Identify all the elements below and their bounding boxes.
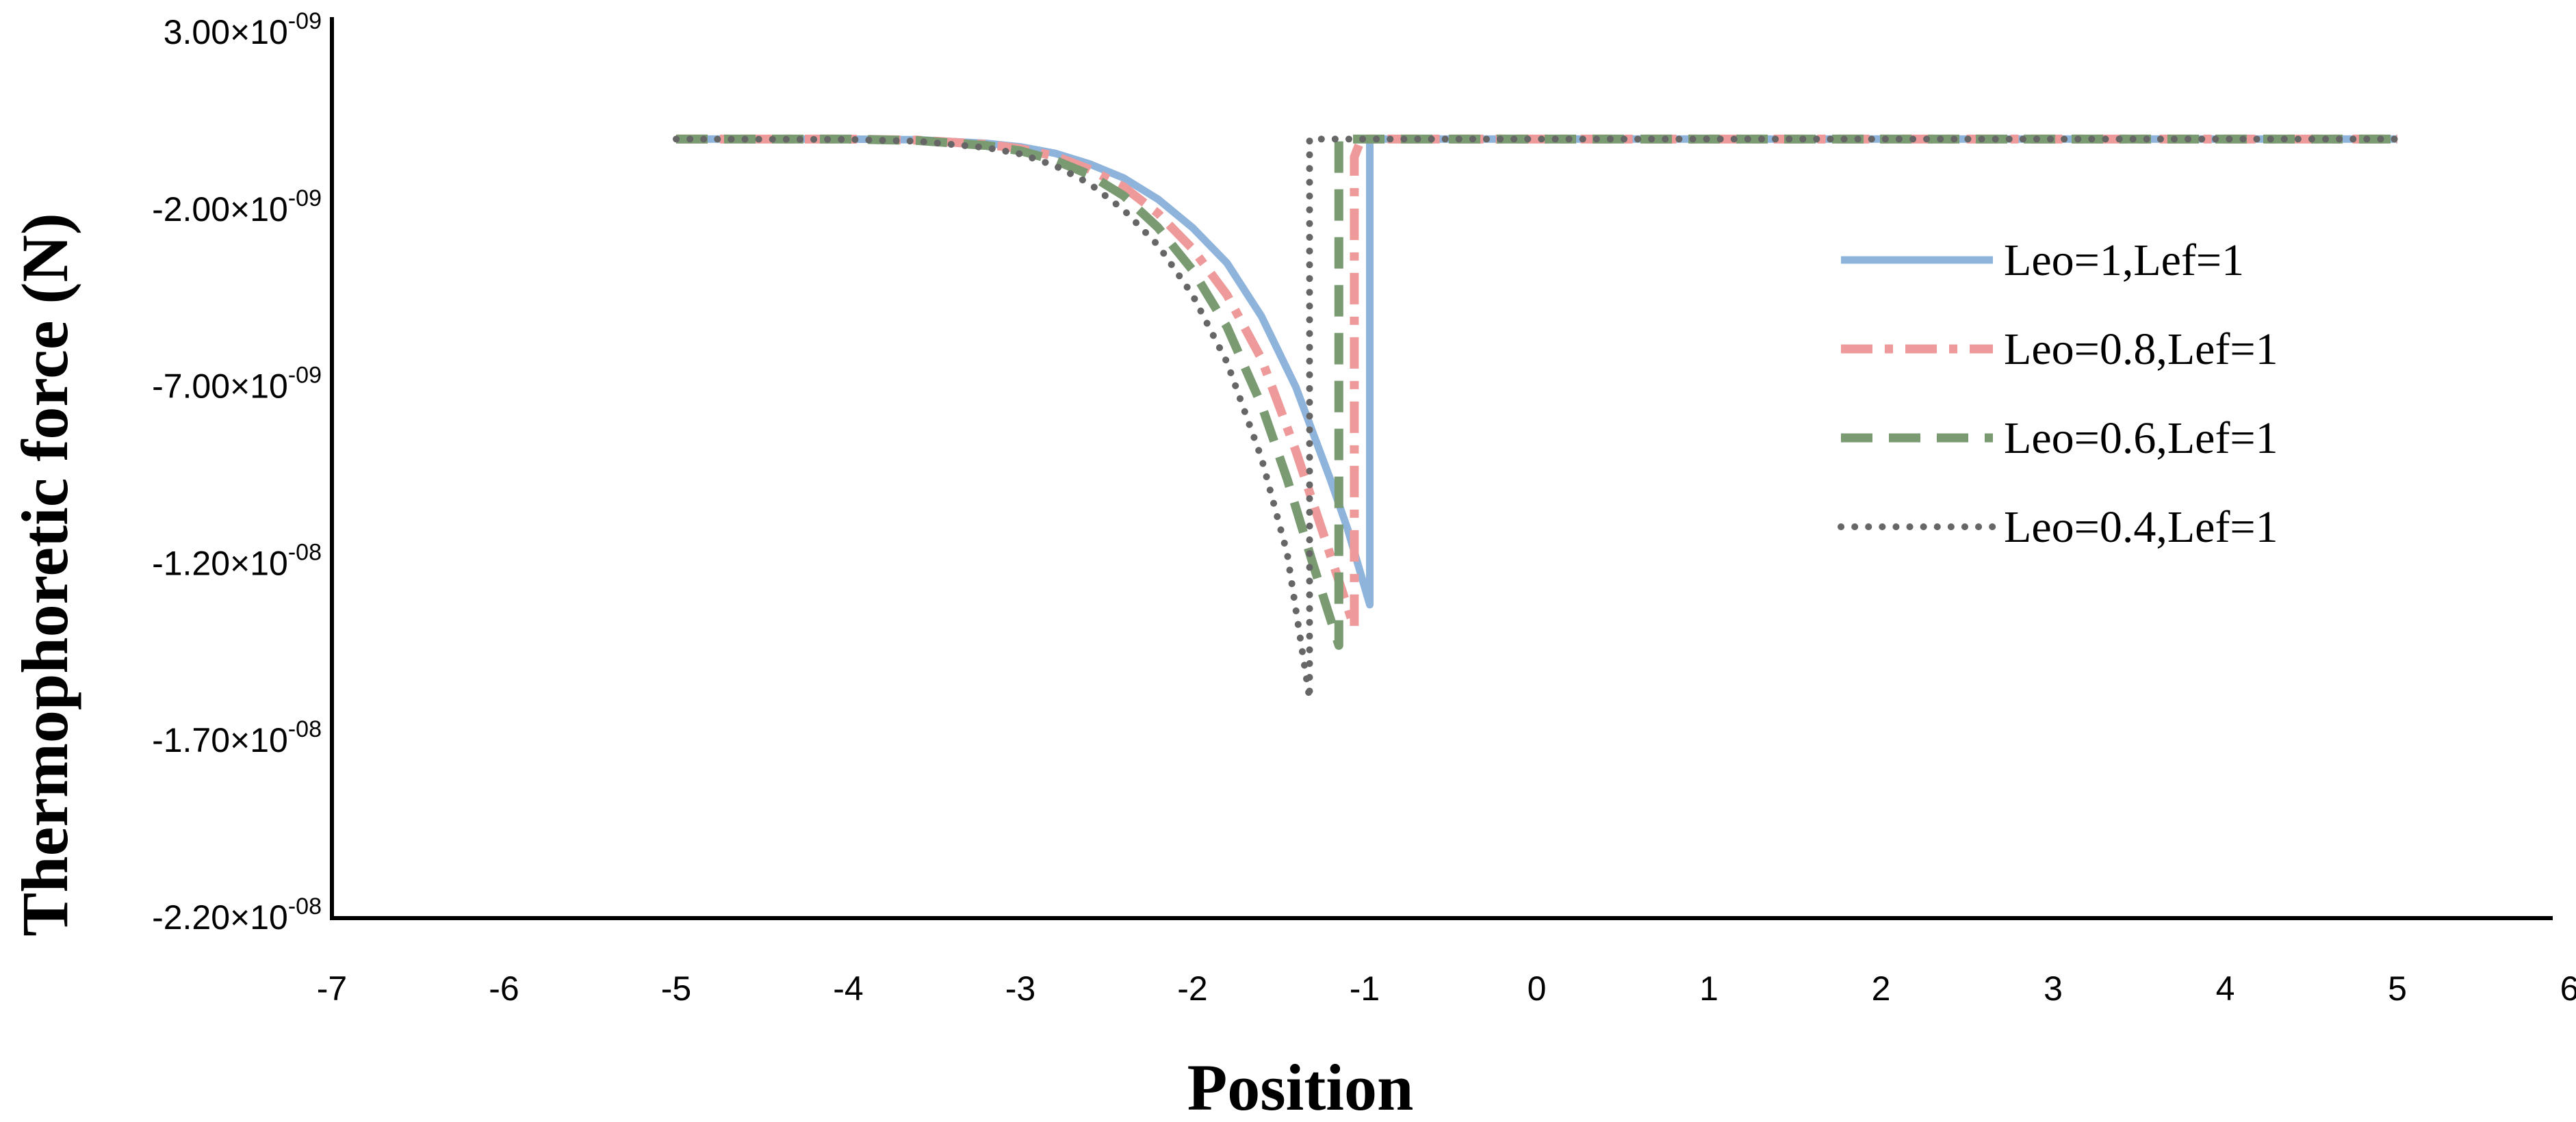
x-tick-label: -5	[661, 969, 691, 1008]
legend-label-3: Leo=0.6,Lef=1	[2004, 413, 2278, 463]
series-line-3	[676, 134, 2397, 650]
x-tick-label: 2	[1872, 969, 1891, 1008]
series-line-4	[673, 135, 2401, 703]
x-ticks: -7 -6 -5 -4 -3 -2 -1 0 1 2 3 4 5 6	[317, 969, 2576, 1008]
y-ticks: 3.00×10-09 -2.00×10-09 -7.00×10-09 -1.20×10…	[152, 8, 322, 937]
x-axis-title: Position	[1187, 1051, 1414, 1122]
x-tick-label: 4	[2216, 969, 2235, 1008]
axes	[330, 17, 2553, 920]
y-tick-label: 3.00×10-09	[164, 8, 322, 51]
x-tick-label: -4	[833, 969, 863, 1008]
x-tick-label: 1	[1699, 969, 1718, 1008]
x-tick-label: 3	[2044, 969, 2063, 1008]
x-tick-label: -6	[489, 969, 519, 1008]
x-tick-label: 0	[1528, 969, 1547, 1008]
x-tick-label: -7	[317, 969, 347, 1008]
y-tick-label: -7.00×10-09	[152, 363, 322, 406]
series-line-2	[676, 134, 2397, 633]
y-tick-label: -1.70×10-08	[152, 716, 322, 759]
x-tick-label: -2	[1177, 969, 1207, 1008]
series-layer	[673, 134, 2401, 703]
legend-label-4: Leo=0.4,Lef=1	[2004, 502, 2278, 552]
legend-label-2: Leo=0.8,Lef=1	[2004, 324, 2278, 374]
x-tick-label: 6	[2560, 969, 2576, 1008]
x-tick-label: -3	[1005, 969, 1035, 1008]
y-tick-label: -2.00×10-09	[152, 185, 322, 229]
y-tick-label: -1.20×10-08	[152, 539, 322, 582]
y-tick-label: -2.20×10-08	[152, 893, 322, 937]
legend: Leo=1,Lef=1 Leo=0.8,Lef=1 Leo=0.6,Lef=1 Leo…	[1838, 235, 2278, 552]
x-tick-label: 5	[2388, 969, 2407, 1008]
legend-label-1: Leo=1,Lef=1	[2004, 235, 2244, 285]
x-tick-label: -1	[1350, 969, 1380, 1008]
y-axis-title: Thermophoretic force (N)	[8, 213, 81, 936]
